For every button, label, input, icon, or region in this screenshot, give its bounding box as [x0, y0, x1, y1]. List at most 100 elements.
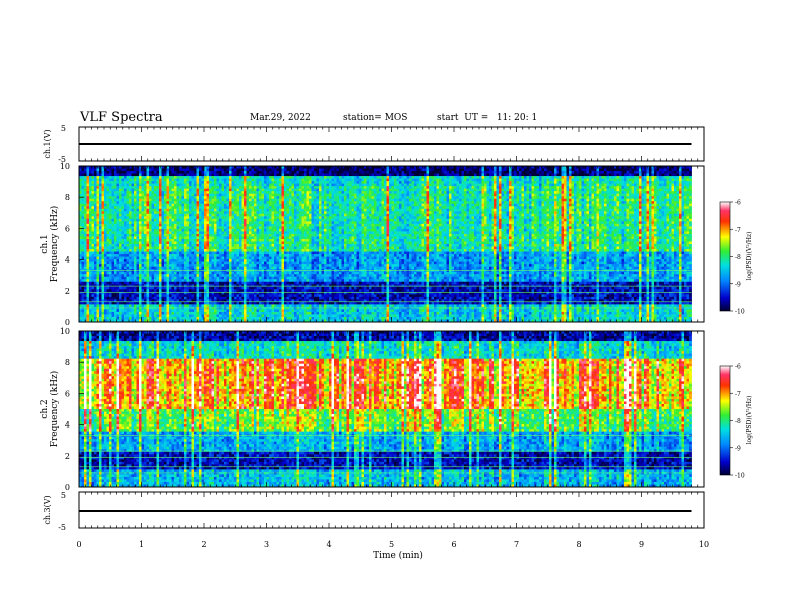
spectrogram-cell: [229, 319, 232, 322]
spectrogram-cell: [169, 249, 172, 252]
spectrogram-cell: [274, 299, 277, 303]
spectrogram-cell: [229, 276, 232, 280]
spectrogram-cell: [109, 206, 112, 210]
spectrogram-cell: [206, 281, 210, 285]
spectrogram-cell: [141, 231, 145, 235]
spectrogram-cell: [126, 233, 130, 237]
spectrogram-cell: [99, 291, 102, 295]
spectrogram-cell: [239, 249, 242, 252]
spectrogram-cell: [174, 193, 177, 197]
spectrogram-cell: [81, 316, 85, 320]
spectrogram-cell: [231, 206, 235, 210]
spectrogram-cell: [204, 244, 207, 247]
spectrogram-cell: [194, 221, 197, 225]
spectrogram-cell: [176, 228, 180, 232]
spectrogram-cell: [239, 236, 242, 240]
spectrogram-cell: [226, 246, 230, 250]
spectrogram-cell: [181, 216, 185, 220]
spectrogram-cell: [224, 241, 227, 245]
spectrogram-cell: [276, 168, 280, 172]
spectrogram-cell: [279, 223, 282, 227]
spectrogram-cell: [99, 294, 102, 298]
spectrogram-cell: [116, 276, 120, 280]
spectrogram-cell: [94, 171, 97, 174]
spectrogram-cell: [274, 166, 277, 169]
spectrogram-cell: [119, 306, 122, 310]
spectrogram-cell: [86, 168, 90, 172]
spectrogram-cell: [204, 238, 207, 242]
spectrogram-cell: [109, 244, 112, 247]
spectrogram-cell: [146, 314, 150, 318]
spectrogram-cell: [184, 226, 187, 230]
spectrogram-cell: [181, 266, 185, 270]
spectrogram-cell: [204, 274, 207, 278]
spectrogram-cell: [246, 289, 250, 293]
spectrogram-cell: [229, 218, 232, 222]
spectrogram-cell: [274, 216, 277, 220]
spectrogram-cell: [151, 198, 155, 202]
spectrogram-cell: [114, 304, 117, 308]
spectrogram-cell: [136, 213, 140, 217]
spectrogram-cell: [111, 213, 115, 217]
spectrogram-cell: [211, 218, 215, 222]
spectrogram-cell: [169, 256, 172, 260]
spectrogram-cell: [111, 208, 115, 212]
spectrogram-cell: [154, 271, 157, 275]
spectrogram-cell: [271, 301, 275, 305]
spectrogram-cell: [249, 309, 252, 313]
spectrogram-cell: [204, 241, 207, 245]
spectrogram-cell: [214, 279, 217, 283]
spectrogram-cell: [216, 264, 220, 268]
spectrogram-cell: [169, 241, 172, 245]
spectrogram-cell: [156, 201, 160, 205]
spectrogram-cell: [259, 251, 262, 255]
spectrogram-cell: [251, 196, 255, 200]
spectrogram-cell: [186, 301, 190, 305]
spectrogram-cell: [236, 304, 240, 308]
spectrogram-cell: [209, 244, 212, 247]
spectrogram-cell: [279, 178, 282, 182]
spectrogram-cell: [181, 186, 185, 190]
spectrogram-cell: [274, 193, 277, 197]
spectrogram-cell: [201, 289, 205, 293]
spectrogram-cell: [144, 218, 147, 222]
spectrogram-cell: [244, 231, 247, 235]
spectrogram-cell: [204, 186, 207, 190]
spectrogram-cell: [256, 304, 260, 308]
spectrogram-cell: [219, 188, 222, 192]
spectrogram-cell: [214, 181, 217, 185]
spectrogram-cell: [89, 314, 92, 318]
spectrogram-cell: [134, 304, 137, 308]
spectrogram-cell: [106, 246, 110, 250]
spectrogram-cell: [239, 276, 242, 280]
spectrogram-cell: [79, 203, 82, 207]
spectrogram-cell: [179, 276, 182, 280]
spectrogram-cell: [234, 231, 237, 235]
spectrogram-cell: [149, 309, 152, 313]
spectrogram-cell: [276, 251, 280, 255]
spectrogram-cell: [111, 171, 115, 174]
spectrogram-cell: [116, 264, 120, 268]
spectrogram-cell: [129, 188, 132, 192]
spectrogram-cell: [136, 188, 140, 192]
spectrogram-cell: [121, 173, 125, 177]
spectrogram-cell: [114, 171, 117, 174]
spectrogram-cell: [271, 228, 275, 232]
spectrogram-cell: [104, 274, 107, 278]
spectrogram-cell: [211, 176, 215, 179]
spectrogram-cell: [269, 294, 272, 298]
spectrogram-cell: [109, 254, 112, 257]
spectrogram-cell: [259, 203, 262, 207]
spectrogram-cell: [184, 176, 187, 179]
spectrogram-cell: [131, 203, 135, 207]
spectrogram-cell: [116, 314, 120, 318]
spectrogram-cell: [264, 249, 267, 252]
spectrogram-cell: [224, 254, 227, 257]
spectrogram-cell: [109, 286, 112, 290]
spectrogram-cell: [94, 304, 97, 308]
spectrogram-cell: [156, 296, 160, 300]
spectrogram-cell: [234, 256, 237, 260]
spectrogram-cell: [121, 181, 125, 185]
spectrogram-cell: [176, 251, 180, 255]
spectrogram-cell: [174, 208, 177, 212]
